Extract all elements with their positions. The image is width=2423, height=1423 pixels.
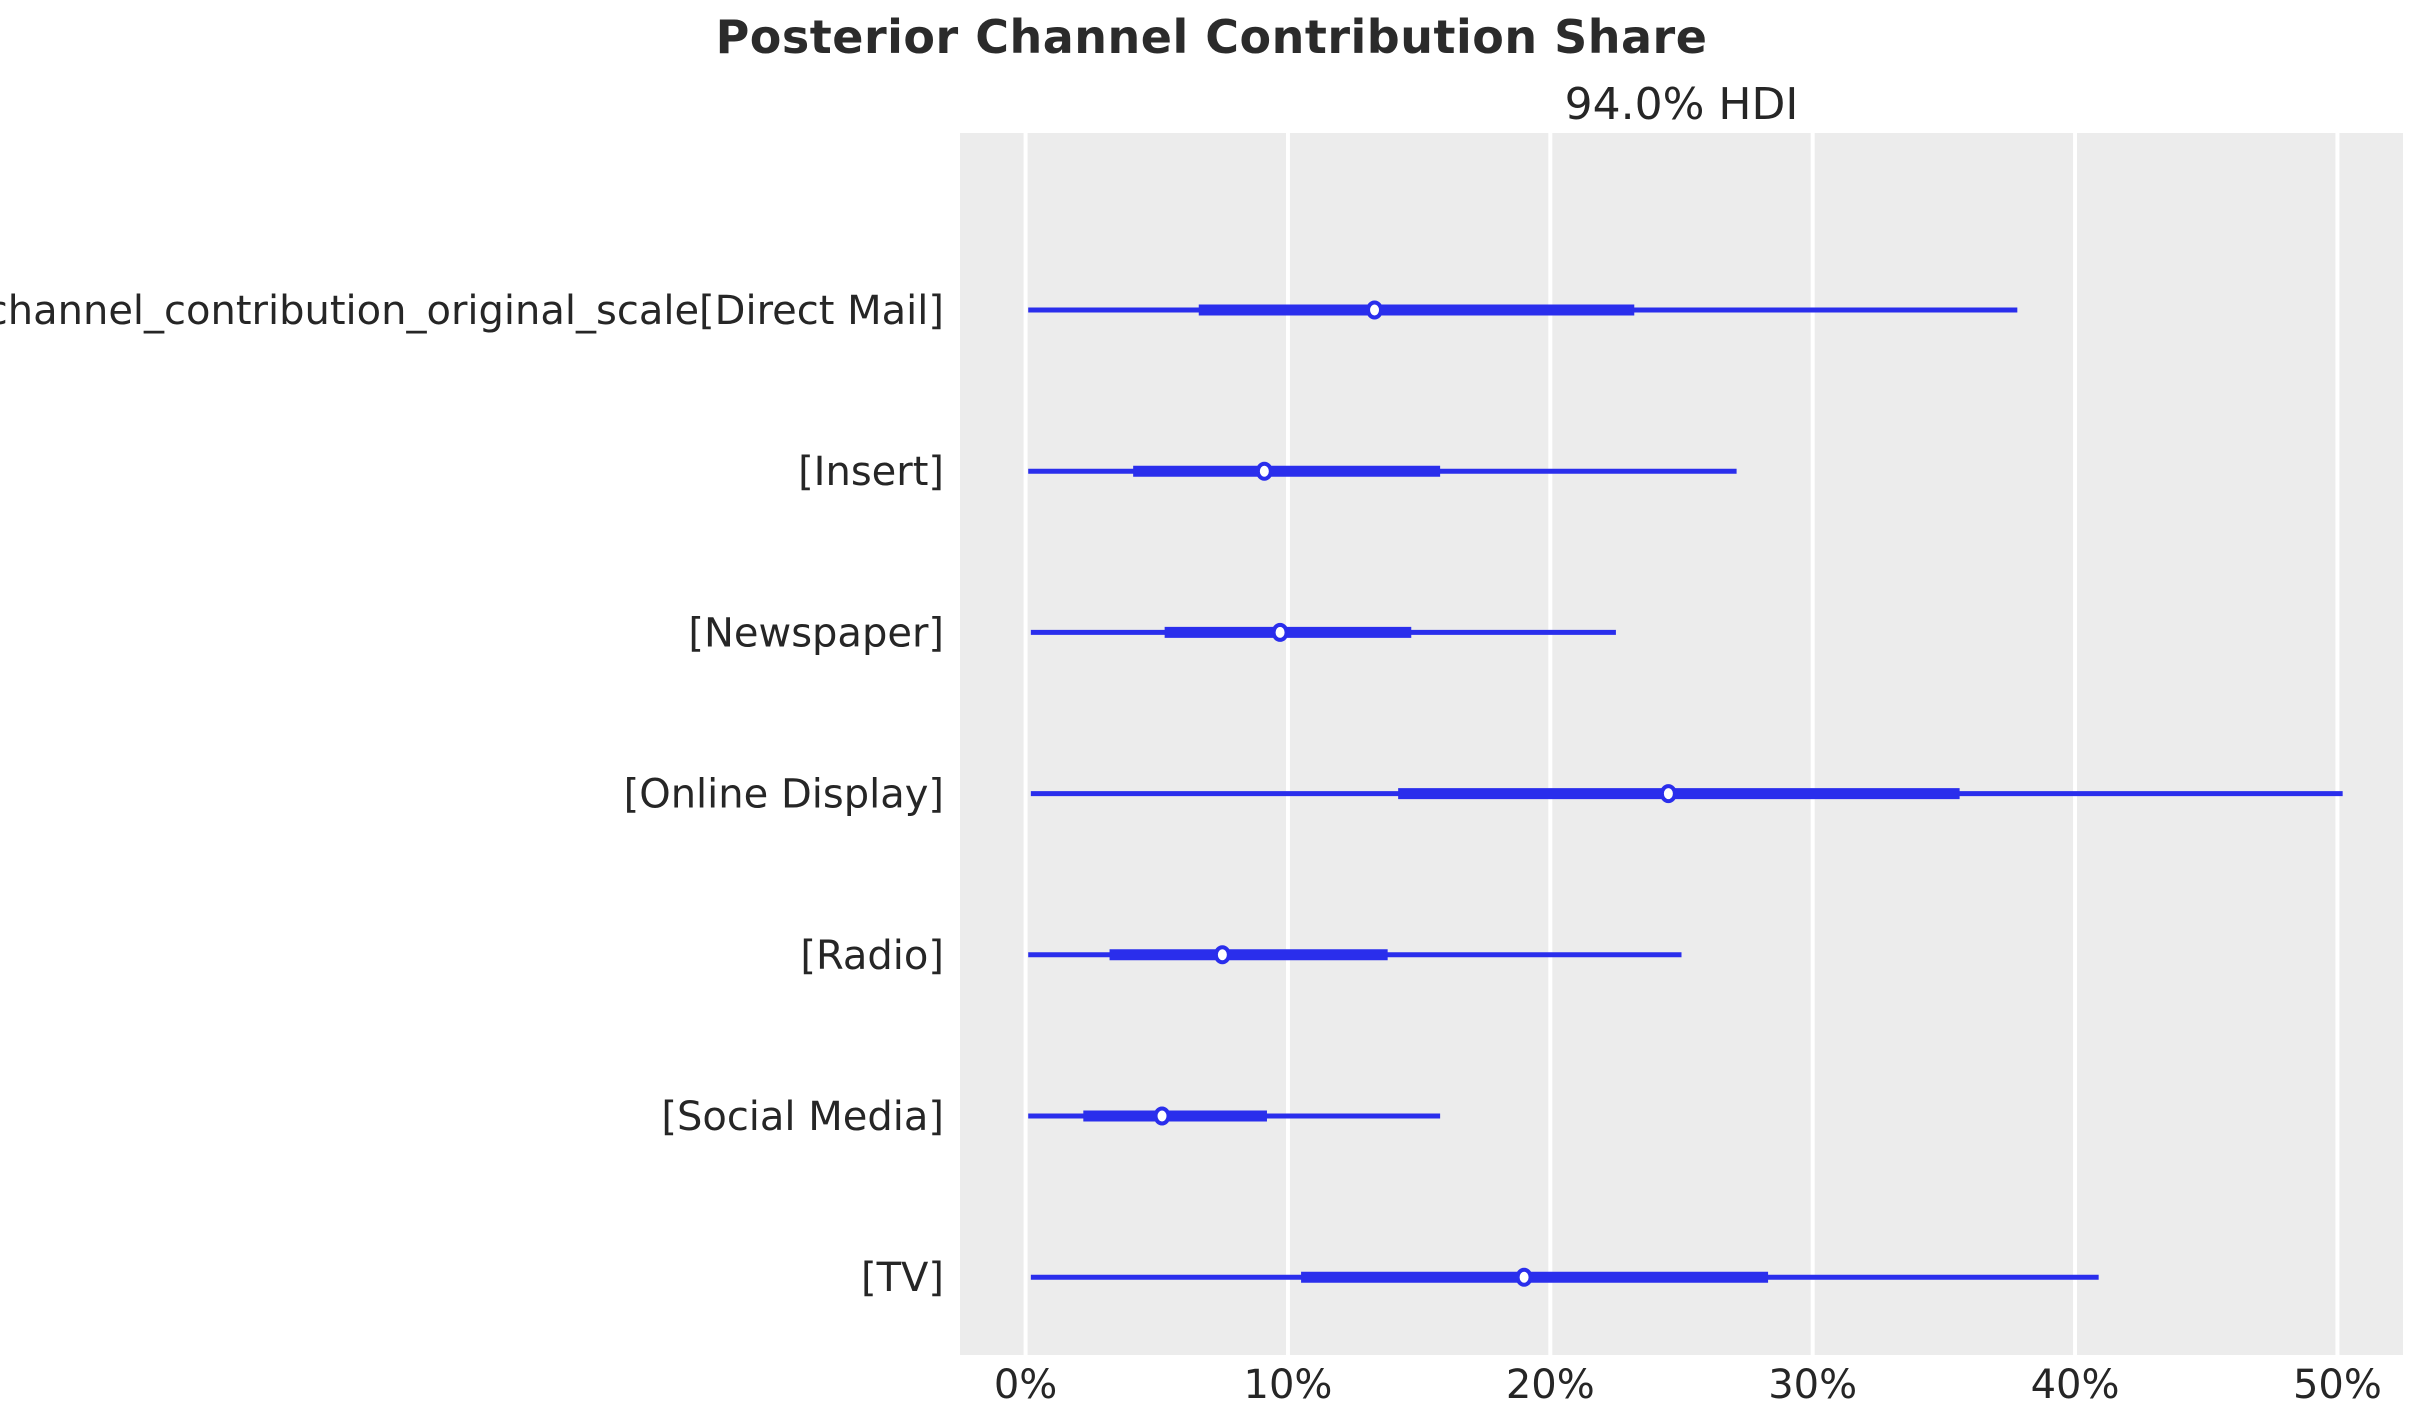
x-tick-label: 40% [2031,1362,2120,1408]
median-marker-row-2 [1271,622,1289,642]
chart-title: Posterior Channel Contribution Share [715,10,1708,64]
median-marker-row-3 [1659,784,1677,804]
x-tick-label: 20% [1506,1362,1595,1408]
median-marker-row-6 [1515,1267,1533,1287]
median-marker-row-1 [1255,461,1273,481]
y-label-row-5: [Social Media] [661,1094,944,1140]
median-marker-row-0 [1366,300,1384,320]
y-label-row-4: [Radio] [800,933,944,979]
x-tick-label: 30% [1768,1362,1857,1408]
y-label-row-2: [Newspaper] [688,610,944,656]
x-tick-label: 10% [1244,1362,1333,1408]
x-tick-label: 50% [2293,1362,2382,1408]
plot-background [960,133,2403,1355]
median-marker-row-5 [1153,1106,1171,1126]
y-label-row-3: [Online Display] [624,772,944,818]
hdi-subtitle: 94.0% HDI [1564,79,1799,130]
y-label-row-6: [TV] [861,1255,944,1301]
x-tick-label: 0% [994,1362,1057,1408]
y-label-row-0: channel_contribution_original_scale[Dire… [0,288,944,334]
median-marker-row-4 [1213,945,1231,965]
y-label-row-1: [Insert] [798,449,944,495]
